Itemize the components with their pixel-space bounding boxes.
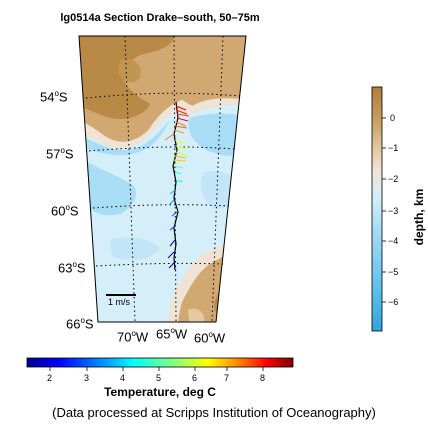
lat-label-54: 54oS <box>40 89 68 105</box>
lat-label-66: 66oS <box>66 316 94 332</box>
lat-label-63: 63oS <box>58 260 86 276</box>
depth-tick: −2 <box>388 174 399 184</box>
temperature-colorbar <box>26 357 294 368</box>
ship-track <box>164 101 190 271</box>
depth-tick: −3 <box>388 206 399 216</box>
depth-tick: 0 <box>390 113 396 123</box>
depth-tick: −4 <box>388 236 399 246</box>
depth-tick: −6 <box>388 297 399 307</box>
lon-label-65: 65oW <box>156 326 188 342</box>
graticule <box>85 35 241 323</box>
depth-tick: −5 <box>388 267 399 277</box>
temp-tick: 6 <box>192 373 198 383</box>
map-title: lg0514a Section Drake–south, 50–75m <box>60 12 260 24</box>
caption: (Data processed at Scripps Institution o… <box>52 405 376 420</box>
bathymetry-map <box>79 36 246 322</box>
temperature-colorbar-label: Temperature, deg C <box>104 385 216 399</box>
temp-tick: 8 <box>260 373 266 383</box>
depth-colorbar <box>371 86 383 332</box>
lon-label-60: 60oW <box>194 330 226 346</box>
depth-colorbar-label: depth, km <box>412 188 426 246</box>
lat-label-57: 57oS <box>46 146 74 162</box>
temp-tick: 5 <box>156 373 162 383</box>
lon-label-70: 70oW <box>117 329 149 345</box>
temperature-colorbar-ticks <box>49 367 264 371</box>
depth-tick: −1 <box>388 143 399 153</box>
scale-label: 1 m/s <box>108 297 131 307</box>
temp-tick: 3 <box>84 373 90 383</box>
temp-tick: 4 <box>120 373 126 383</box>
temp-tick: 2 <box>47 373 53 383</box>
lat-label-60: 60oS <box>51 203 79 219</box>
depth-colorbar-ticks <box>382 117 386 303</box>
temp-tick: 7 <box>224 373 230 383</box>
